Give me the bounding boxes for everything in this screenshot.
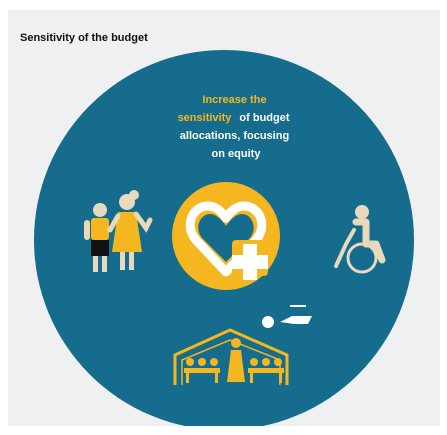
message-line: allocations, focusing	[180, 130, 289, 142]
message-highlight-line: Increase the	[202, 94, 266, 106]
message-highlight-line: sensitivity	[178, 112, 233, 124]
title: Sensitivity of the budget	[20, 32, 148, 44]
message-line: of budget	[239, 112, 289, 124]
heart-icon	[172, 182, 280, 290]
infographic: Sensitivity of the budget Increase the s…	[0, 0, 447, 435]
message-line: on equity	[212, 148, 262, 160]
